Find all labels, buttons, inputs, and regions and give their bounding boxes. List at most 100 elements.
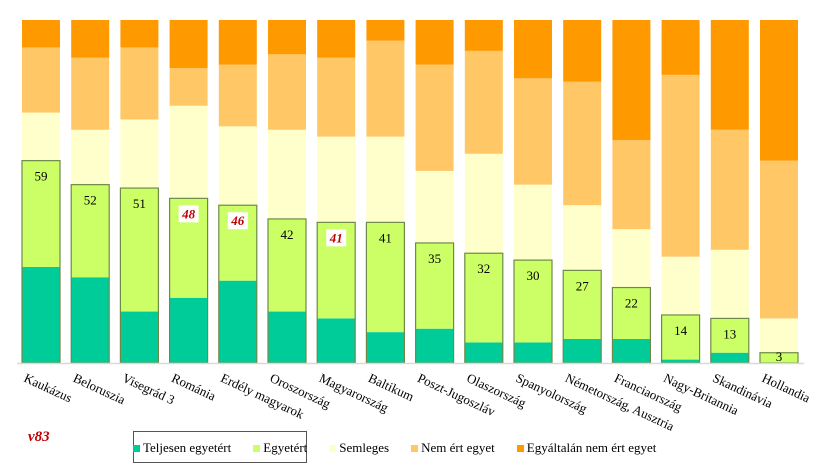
bar-segment-nem-rt-egyet (415, 64, 454, 171)
value-label-background (227, 212, 248, 230)
bar-segment-nem-rt-egyet (710, 129, 749, 250)
legend-swatch (133, 444, 140, 452)
bar-stack-6: 41 (316, 20, 356, 364)
bar-segment-nem-rt-egyet (464, 50, 503, 154)
bar-segment-semleges (366, 136, 405, 223)
bar-segment-teljesen-egyet-rt (366, 332, 405, 363)
bar-stack-13: 14 (660, 20, 701, 364)
legend-label: Semleges (339, 440, 390, 455)
bar-segment-egy-ltal-n-nem-rt-egyet (464, 20, 503, 51)
bar-segment-egyet-rt (415, 242, 454, 329)
bar-segment-egyet-rt (464, 253, 503, 343)
bar-segment-egy-ltal-n-nem-rt-egyet (415, 20, 454, 65)
bar-stack-15: 3 (759, 20, 799, 364)
value-label: 42 (281, 227, 294, 242)
bar-segment-semleges (268, 129, 306, 219)
bar-segment-egyet-rt (22, 160, 60, 267)
bar-segment-egyet-rt (514, 260, 552, 343)
bar-segment-egy-ltal-n-nem-rt-egyet (514, 20, 552, 79)
bar-segment-nem-rt-egyet (317, 57, 356, 137)
bar-stack-14: 13 (710, 20, 750, 364)
legend-swatch (253, 444, 261, 452)
bar-segment-semleges (661, 256, 700, 315)
bar-segment-nem-rt-egyet (661, 74, 700, 257)
legend-item-2: Semleges (329, 440, 389, 456)
legend-label: Nem ért egyet (421, 440, 495, 455)
bar-segment-egy-ltal-n-nem-rt-egyet (22, 20, 60, 48)
value-label: 52 (84, 193, 97, 208)
legend-swatch (411, 444, 419, 452)
legend-item-0: Teljesen egyetért (133, 440, 231, 456)
bar-segment-teljesen-egyet-rt (120, 311, 159, 363)
bar-segment-egyet-rt (710, 318, 749, 353)
bar-segment-egy-ltal-n-nem-rt-egyet (120, 20, 159, 48)
bar-segment-semleges (612, 229, 651, 288)
bar-segment-teljesen-egyet-rt (661, 359, 700, 363)
bar-stack-12: 22 (611, 20, 652, 364)
bar-segment-semleges (169, 105, 208, 199)
bar-stack-7: 41 (365, 20, 405, 364)
bar-segment-nem-rt-egyet (169, 68, 208, 106)
bar-segment-egy-ltal-n-nem-rt-egyet (661, 20, 700, 75)
bar-segment-egy-ltal-n-nem-rt-egyet (169, 20, 208, 69)
bar-segment-egy-ltal-n-nem-rt-egyet (563, 20, 602, 82)
bar-segment-teljesen-egyet-rt (71, 277, 110, 363)
legend: Teljesen egyetért Egyetért Semleges Nem ért… (133, 431, 678, 465)
bar-segment-semleges (317, 136, 356, 223)
bar-segment-egyet-rt (661, 314, 700, 360)
bar-stack-10: 30 (513, 20, 553, 364)
bar-stack-5: 42 (267, 20, 307, 364)
bar-segment-egyet-rt (268, 218, 306, 312)
bar-stack-9: 32 (464, 20, 504, 364)
legend-swatch (516, 444, 524, 452)
bar-segment-egyet-rt (760, 352, 798, 363)
bar-segment-egy-ltal-n-nem-rt-egyet (612, 20, 651, 141)
bar-stack-0: 59 (21, 20, 61, 364)
value-label-background (326, 229, 347, 247)
legend-label: Egyetért (263, 440, 308, 455)
x-tick-label: Kaukázus (22, 370, 75, 405)
bar-segment-nem-rt-egyet (514, 78, 552, 185)
bar-segment-egyet-rt (120, 188, 159, 312)
bar-segment-nem-rt-egyet (71, 57, 110, 130)
bar-segment-semleges (563, 205, 602, 271)
value-label: 3 (776, 349, 783, 364)
bar-segment-egyet-rt (71, 184, 110, 278)
legend-swatch (329, 444, 337, 452)
bar-segment-teljesen-egyet-rt (612, 338, 651, 363)
bar-segment-teljesen-egyet-rt (415, 328, 454, 363)
bar-segment-semleges (710, 249, 749, 319)
bar-segment-semleges (71, 129, 110, 185)
bar-stack-11: 27 (562, 20, 602, 364)
bar-segment-nem-rt-egyet (563, 81, 602, 206)
bar-segment-nem-rt-egyet (612, 140, 651, 230)
value-label: 35 (428, 251, 441, 266)
bar-segment-egy-ltal-n-nem-rt-egyet (366, 20, 405, 41)
bar-segment-egyet-rt (612, 287, 651, 339)
bar-segment-semleges (415, 170, 454, 243)
bar-segment-teljesen-egyet-rt (218, 280, 257, 363)
bar-segment-egy-ltal-n-nem-rt-egyet (71, 20, 110, 58)
x-tick-label: Románia (169, 370, 218, 404)
value-label: 14 (674, 323, 688, 338)
bar-stack-2: 51 (119, 20, 160, 364)
bar-segment-semleges (464, 153, 503, 254)
bar-segment-egy-ltal-n-nem-rt-egyet (268, 20, 306, 55)
bar-segment-egy-ltal-n-nem-rt-egyet (760, 20, 798, 161)
bar-segment-semleges (514, 184, 552, 261)
bar-segment-egy-ltal-n-nem-rt-egyet (218, 20, 257, 65)
value-label: 46 (230, 213, 245, 228)
value-label: 41 (329, 230, 343, 245)
value-label: 51 (133, 196, 146, 211)
value-label: 22 (625, 296, 638, 311)
legend-item-4: Egyáltalán nem ért egyet (516, 440, 656, 456)
bar-segment-egyet-rt (366, 222, 405, 333)
legend-item-1: Egyetért (253, 440, 307, 456)
value-label: 59 (35, 169, 48, 184)
value-label: 27 (576, 278, 590, 293)
bar-segment-teljesen-egyet-rt (710, 352, 749, 363)
bar-segment-teljesen-egyet-rt (514, 342, 552, 363)
value-label: 41 (379, 230, 392, 245)
